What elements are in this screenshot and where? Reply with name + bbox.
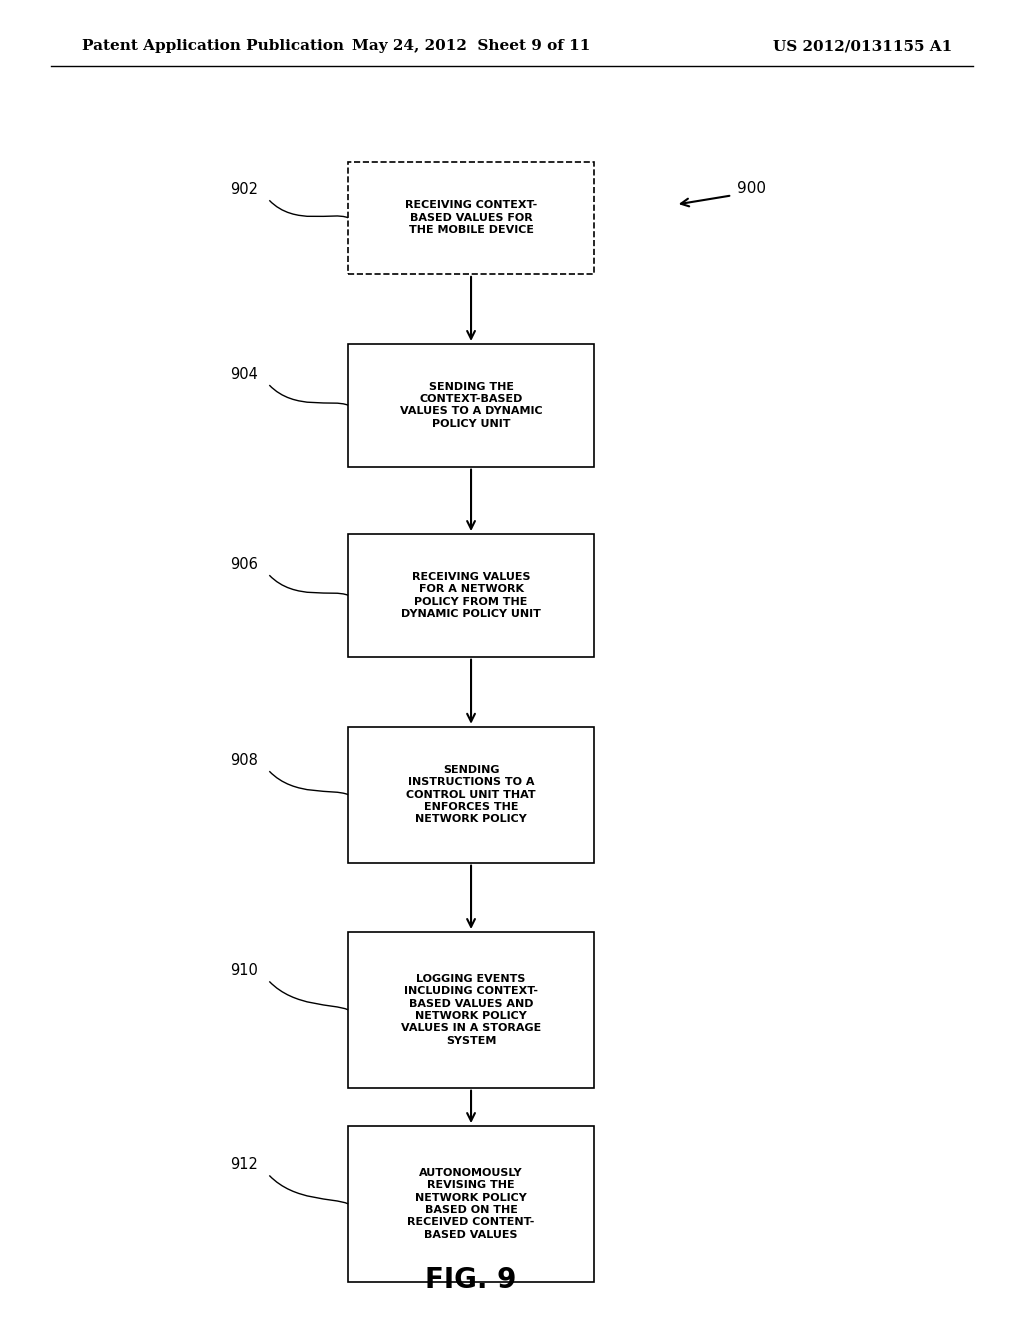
Text: 904: 904	[230, 367, 258, 381]
Bar	[348, 1126, 594, 1282]
Text: 912: 912	[230, 1158, 258, 1172]
Text: 908: 908	[230, 754, 258, 768]
Text: 910: 910	[230, 964, 258, 978]
Text: AUTONOMOUSLY
REVISING THE
NETWORK POLICY
BASED ON THE
RECEIVED CONTENT-
BASED VA: AUTONOMOUSLY REVISING THE NETWORK POLICY…	[408, 1168, 535, 1239]
Bar	[348, 932, 594, 1088]
Bar	[348, 162, 594, 275]
Bar	[348, 726, 594, 863]
Text: May 24, 2012  Sheet 9 of 11: May 24, 2012 Sheet 9 of 11	[352, 40, 590, 53]
Text: Patent Application Publication: Patent Application Publication	[82, 40, 344, 53]
Text: SENDING THE
CONTEXT-BASED
VALUES TO A DYNAMIC
POLICY UNIT: SENDING THE CONTEXT-BASED VALUES TO A DY…	[399, 381, 543, 429]
Text: 900: 900	[737, 181, 766, 197]
Text: RECEIVING CONTEXT-
BASED VALUES FOR
THE MOBILE DEVICE: RECEIVING CONTEXT- BASED VALUES FOR THE …	[404, 201, 538, 235]
Text: 902: 902	[230, 182, 258, 197]
Text: RECEIVING VALUES
FOR A NETWORK
POLICY FROM THE
DYNAMIC POLICY UNIT: RECEIVING VALUES FOR A NETWORK POLICY FR…	[401, 572, 541, 619]
Text: FIG. 9: FIG. 9	[425, 1266, 517, 1295]
Bar	[348, 533, 594, 656]
Text: SENDING
INSTRUCTIONS TO A
CONTROL UNIT THAT
ENFORCES THE
NETWORK POLICY: SENDING INSTRUCTIONS TO A CONTROL UNIT T…	[407, 764, 536, 825]
Text: US 2012/0131155 A1: US 2012/0131155 A1	[773, 40, 952, 53]
Text: LOGGING EVENTS
INCLUDING CONTEXT-
BASED VALUES AND
NETWORK POLICY
VALUES IN A ST: LOGGING EVENTS INCLUDING CONTEXT- BASED …	[401, 974, 541, 1045]
Bar	[348, 345, 594, 467]
Text: 906: 906	[230, 557, 258, 572]
